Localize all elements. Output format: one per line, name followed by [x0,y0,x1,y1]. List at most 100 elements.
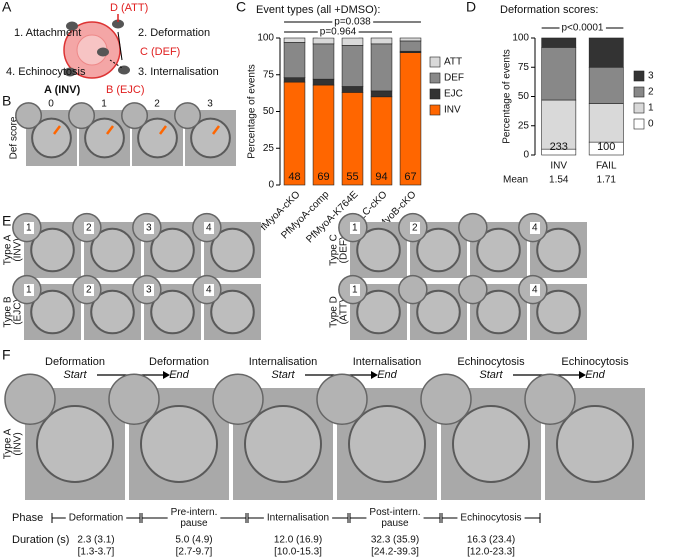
cell [36,405,114,483]
frame-number: 2 [412,223,418,234]
phase-name: Internalisation [267,513,329,524]
duration-median: 5.0 (4.9) [175,535,212,546]
n-label: 67 [404,171,416,183]
score-label: 2 [154,99,160,110]
diagram-label: 1. Attachment [14,27,81,39]
row-label: (INV) [13,432,24,455]
legend-swatch [429,88,441,100]
arrowhead [371,371,378,379]
row-label: Type D [329,296,340,328]
row-label: (DEF) [339,237,350,264]
diagram-label: 4. Echinocytosis [6,66,86,78]
cell [476,289,521,335]
cell-neighbor [524,373,576,425]
legend-label: ATT [444,57,462,68]
legend-swatch [633,86,645,98]
phase-when: Start [479,369,503,381]
score-label: 3 [207,99,213,110]
cell-neighbor [108,373,160,425]
cell [356,289,401,335]
mean-value: 1.71 [597,175,617,186]
panel-label: E [2,213,11,229]
cell [210,227,255,273]
y-axis-label: Percentage of events [502,49,513,144]
panel-label: D [466,0,476,15]
cell-neighbor [68,102,96,130]
cell [452,405,530,483]
cell-neighbor [174,102,202,130]
frame-bg [530,222,540,234]
legend-swatch [633,118,645,130]
cell-neighbor [458,274,488,305]
phase-header: Internalisation [353,356,422,368]
cell [30,227,75,273]
frame-bg [350,284,360,296]
frame-number: 2 [86,223,92,234]
chart-title: Event types (all +DMSO): [256,4,380,16]
score-label: 1 [101,99,107,110]
legend-label: INV [444,105,461,116]
legend-label: 3 [648,71,654,82]
cell [31,117,72,159]
cell [416,289,461,335]
row-label: Type A [3,428,14,459]
panel-label: B [2,93,11,109]
bar-segment [399,52,422,186]
cell-neighbor [121,102,149,130]
cell [356,227,401,273]
score-label: 0 [48,99,54,110]
p-value: p=0.038 [334,17,371,28]
cell [30,289,75,335]
frame-bg [144,222,154,234]
cell [140,405,218,483]
diagram-label: B (EJC) [106,84,145,96]
cell-neighbor [458,212,488,243]
bar-segment [541,99,577,150]
mean-value: 1.54 [549,175,569,186]
arrowhead [579,371,586,379]
phase-name: Post-intern. [369,507,420,518]
legend-swatch [429,56,441,68]
legend-label: 0 [648,119,654,130]
bar-segment [399,40,422,52]
cell [536,227,581,273]
bar-segment [341,45,364,87]
bar-segment [541,37,577,48]
frame-bg [410,222,420,234]
frame-bg [84,222,94,234]
cell-neighbor [212,373,264,425]
legend-label: 1 [648,103,654,114]
bar-segment [283,42,306,78]
row-label: (ATT) [339,300,350,325]
diagram-label: C (DEF) [140,46,180,58]
y-tick-label: 50 [518,91,530,102]
duration-range: [1.3-3.7] [78,547,115,558]
arrowhead [163,371,170,379]
chart-title: Deformation scores: [500,4,598,16]
cell-neighbor [4,373,56,425]
bar-segment [370,43,393,92]
row-label: (EJC) [13,299,24,325]
frame-bg [350,222,360,234]
bar-segment [312,78,335,86]
parasite [97,47,109,57]
pointer [106,125,114,135]
legend-swatch [633,70,645,82]
frame-number: 4 [206,223,212,234]
phase-header: Internalisation [249,356,318,368]
cell-neighbor [398,274,428,305]
cell [210,289,255,335]
cell [476,227,521,273]
cell [137,117,178,159]
cell-neighbor [15,102,43,130]
row-label: (INV) [13,238,24,261]
parasite [112,19,124,29]
pointer [53,125,61,135]
frame-bg [24,222,34,234]
row-label: Type B [3,296,14,327]
frame-number: 2 [86,285,92,296]
y-tick-label: 100 [257,33,274,44]
phase-header: Echinocytosis [561,356,629,368]
legend-label: 2 [648,87,654,98]
